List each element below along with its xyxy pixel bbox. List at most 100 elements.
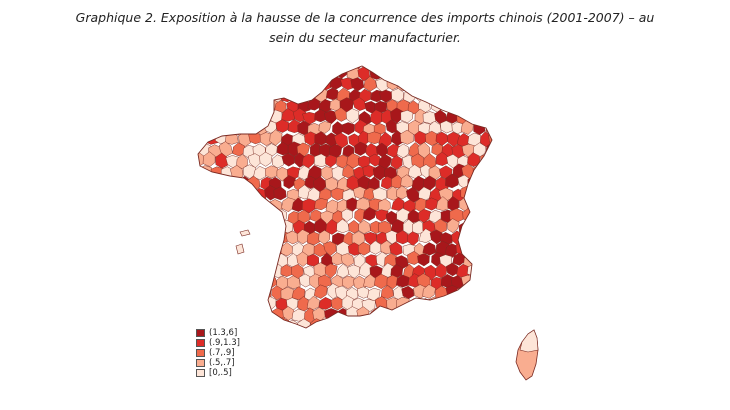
zone-cell (346, 153, 361, 169)
legend-label: (.7,.9] (209, 348, 235, 358)
zone-cell (313, 284, 328, 299)
zone-cell (442, 318, 455, 328)
zone-cell (198, 285, 208, 302)
zone-cell (325, 87, 340, 101)
caption-line-1: Graphique 2. Exposition à la hausse de l… (75, 10, 655, 25)
zone-cell (422, 242, 437, 256)
zone-cell (252, 188, 267, 204)
zone-cell (452, 99, 465, 114)
zone-cell (467, 152, 481, 168)
zone-cell (231, 273, 245, 288)
zone-cell (479, 242, 492, 256)
zone-cell (425, 306, 439, 321)
zone-cell (396, 185, 408, 200)
zone-cell (259, 243, 272, 259)
zone-cell (390, 308, 405, 324)
zone-cell (249, 66, 263, 80)
zone-cell (198, 277, 201, 291)
zone-cell (265, 229, 278, 246)
zone-cell (446, 218, 460, 234)
zone-cell (484, 298, 492, 312)
zone-cell (271, 285, 284, 301)
zone-cell (258, 266, 272, 279)
zone-cell (472, 75, 486, 91)
zone-cell (456, 66, 469, 80)
zone-cell (452, 66, 466, 70)
zone-cell (252, 66, 266, 69)
zone-cell (236, 66, 250, 80)
zone-cell (341, 208, 353, 222)
zone-cell (198, 252, 202, 269)
zone-cell (467, 241, 481, 256)
zone-cell (341, 122, 355, 136)
zone-cell (485, 250, 492, 265)
zone-cell (297, 120, 311, 136)
zone-cell (380, 285, 394, 300)
zone-cell (198, 87, 206, 103)
zone-cell (210, 77, 224, 93)
zone-cell (474, 298, 487, 313)
zone-cell (208, 208, 223, 222)
zone-cell (241, 209, 255, 224)
zone-cell (231, 209, 244, 224)
zone-cell (198, 254, 211, 267)
zone-cell (214, 85, 228, 102)
zone-cell (198, 165, 213, 180)
zone-cell (384, 66, 398, 72)
zone-cell (198, 296, 200, 310)
zone-cell (248, 197, 262, 212)
zone-cell (241, 320, 255, 328)
zone-cell (345, 108, 360, 124)
zone-cell (208, 99, 222, 114)
zone-cell (373, 66, 387, 68)
zone-cell (440, 120, 454, 134)
zone-cell (265, 76, 279, 93)
zone-cell (329, 318, 343, 328)
zone-cell (489, 284, 492, 300)
zone-cell (445, 285, 460, 298)
zone-cell (215, 175, 229, 191)
zone-cell (469, 286, 482, 302)
zone-cell (238, 306, 252, 322)
zone-cell (265, 66, 278, 69)
zone-cell (291, 308, 306, 322)
zone-cell (226, 110, 240, 125)
zone-cell (316, 67, 329, 81)
zone-cell (482, 66, 492, 69)
zone-cell (198, 76, 213, 91)
zone-cell (417, 253, 430, 267)
zone-cell (251, 98, 265, 113)
zone-cell (259, 151, 273, 167)
zone-cell (408, 75, 422, 91)
zone-cell (341, 275, 355, 290)
zone-cell (238, 86, 252, 102)
zone-cell (236, 108, 251, 123)
zone-cell (221, 99, 235, 116)
zone-cell (219, 119, 232, 136)
zone-cell (321, 66, 334, 70)
zone-cell (198, 165, 200, 178)
zone-cell (418, 298, 433, 313)
zone-cell (420, 317, 434, 328)
zone-cell (273, 186, 287, 201)
zone-cell (280, 66, 292, 81)
caption-line-2: sein du secteur manufacturier. (269, 30, 461, 45)
zone-cell (489, 153, 492, 169)
figure-caption: Graphique 2. Exposition à la hausse de l… (0, 8, 730, 48)
zone-cell (422, 284, 436, 299)
zone-cell (269, 129, 283, 146)
zone-cell (215, 305, 228, 321)
zone-cell (275, 119, 290, 133)
zone-cell (215, 66, 229, 80)
zone-cell (208, 230, 222, 243)
zone-cell (287, 77, 302, 90)
zone-cell (224, 196, 238, 212)
zone-cell (198, 176, 207, 189)
zone-cell (297, 318, 311, 328)
zone-cell (389, 241, 403, 256)
zone-cell (202, 87, 217, 103)
zone-cell (325, 154, 337, 168)
zone-cell (251, 274, 266, 290)
zone-cell (341, 320, 357, 328)
